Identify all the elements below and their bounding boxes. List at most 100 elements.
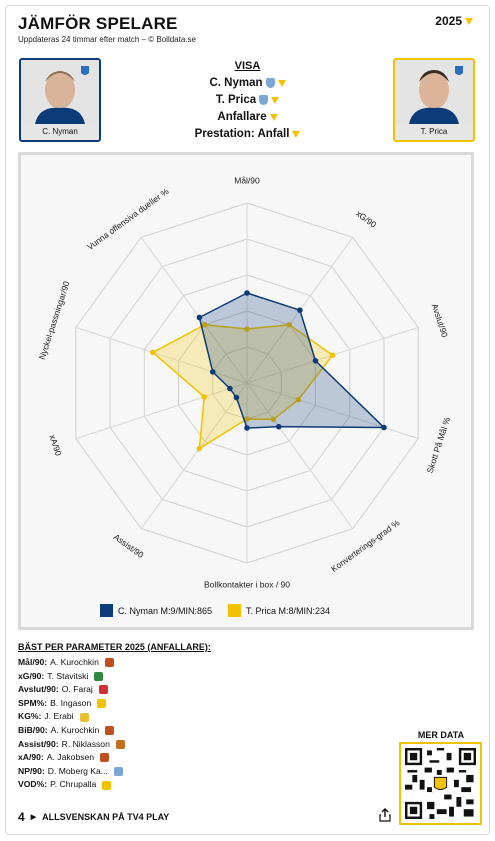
radar-point bbox=[244, 416, 250, 422]
radar-axis-label: Konverterings-grad % bbox=[329, 517, 402, 574]
radar-axis-label: Skott På Mål % bbox=[425, 416, 453, 475]
tv4-play-link[interactable]: 4 ▶ ALLSVENSKAN PÅ TV4 PLAY bbox=[18, 810, 169, 824]
radar-point bbox=[196, 314, 203, 321]
qr-code[interactable] bbox=[399, 742, 482, 825]
best-player-name: P. Chrupalla bbox=[50, 779, 97, 790]
radar-point bbox=[329, 352, 336, 358]
radar-axis-label: Nyckel-passningar/90 bbox=[37, 280, 72, 361]
prestation-selector[interactable]: Prestation: Anfall bbox=[100, 128, 395, 140]
club-badge-icon bbox=[94, 671, 104, 681]
best-param-label: KG%: bbox=[18, 711, 42, 722]
radar-spoke bbox=[246, 382, 419, 440]
radar-point bbox=[297, 307, 303, 313]
player2-label: T. Prica bbox=[215, 94, 257, 106]
page-title: JÄMFÖR SPELARE bbox=[18, 14, 178, 33]
radar-point bbox=[295, 396, 302, 403]
club-badge-icon bbox=[104, 658, 114, 668]
radar-point bbox=[201, 394, 208, 400]
radar-axis-label: Vunna offensiva dueller % bbox=[85, 186, 171, 252]
year-selector[interactable]: 2025 bbox=[435, 14, 473, 28]
club-badge-icon bbox=[100, 753, 110, 763]
radar-axis-label: Assist/90 bbox=[112, 532, 146, 561]
legend-swatch-left bbox=[100, 604, 113, 617]
club-shield-icon bbox=[265, 78, 275, 88]
best-param-label: xG/90: bbox=[18, 670, 45, 681]
club-badge-icon bbox=[97, 699, 107, 709]
radar-point bbox=[233, 394, 240, 401]
radar-point bbox=[286, 321, 293, 328]
player1-selector[interactable]: C. Nyman bbox=[100, 77, 395, 89]
best-row[interactable]: NP/90: D. Moberg Ka... bbox=[18, 765, 125, 779]
best-row[interactable]: Avslut/90: O. Faraj bbox=[18, 683, 125, 697]
radar-point bbox=[201, 321, 208, 328]
best-row[interactable]: BiB/90: A. Kurochkin bbox=[18, 724, 125, 738]
best-param-label: VOD%: bbox=[18, 779, 48, 790]
radar-point bbox=[196, 445, 203, 452]
best-param-label: NP/90: bbox=[18, 765, 45, 776]
qr-code-icon bbox=[405, 748, 476, 819]
club-badge-icon bbox=[102, 780, 112, 790]
best-player-name: R. Niklasson bbox=[61, 738, 110, 749]
page-subtitle: Uppdateras 24 timmar efter match – © Bol… bbox=[18, 35, 196, 44]
best-row[interactable]: Mål/90: A. Kurochkin bbox=[18, 656, 125, 670]
player-name-right: T. Prica bbox=[395, 124, 473, 140]
player-photo-right bbox=[395, 60, 473, 124]
legend-swatch-right bbox=[228, 604, 242, 617]
best-row[interactable]: xA/90: A. Jakobsen bbox=[18, 751, 125, 765]
chevron-down-icon bbox=[465, 17, 473, 25]
best-row[interactable]: Assist/90: R. Niklasson bbox=[18, 738, 125, 752]
player2-selector[interactable]: T. Prica bbox=[100, 94, 395, 106]
radar-spoke bbox=[246, 382, 354, 529]
club-badge-icon bbox=[98, 685, 108, 695]
club-shield-icon bbox=[259, 95, 269, 105]
radar-point bbox=[312, 357, 319, 364]
player-photo-left bbox=[21, 60, 99, 124]
radar-spoke bbox=[75, 326, 248, 384]
best-row[interactable]: VOD%: P. Chrupalla bbox=[18, 778, 125, 792]
radar-point bbox=[270, 416, 277, 423]
best-row[interactable]: xG/90: T. Stavitski bbox=[18, 670, 125, 684]
player-card-right[interactable]: T. Prica bbox=[393, 58, 475, 142]
best-row[interactable]: SPM%: B. Ingason bbox=[18, 697, 125, 711]
club-badge-icon bbox=[115, 739, 125, 749]
best-player-name: D. Moberg Ka... bbox=[47, 765, 108, 776]
radar-point bbox=[244, 326, 250, 332]
tv4-logo: 4 bbox=[18, 810, 25, 824]
radar-axis-label: xG/90 bbox=[354, 208, 378, 230]
best-param-label: Avslut/90: bbox=[18, 684, 59, 695]
radar-axis-label: Mål/90 bbox=[234, 175, 260, 185]
chart-legend: C. Nyman M:9/MIN:865 T. Prica M:8/MIN:23… bbox=[100, 604, 400, 617]
best-heading: BÄST PER PARAMETER 2025 (ANFALLARE): bbox=[18, 642, 211, 652]
radar-point bbox=[209, 369, 216, 375]
best-player-name: T. Stavitski bbox=[47, 670, 89, 681]
radar-spoke bbox=[140, 237, 248, 384]
play-arrow-icon: ▶ bbox=[30, 814, 37, 821]
radar-point bbox=[244, 290, 250, 296]
position-selector[interactable]: Anfallare bbox=[100, 111, 395, 123]
best-param-label: BiB/90: bbox=[18, 724, 48, 735]
best-param-label: Mål/90: bbox=[18, 657, 48, 667]
player1-label: C. Nyman bbox=[209, 77, 263, 89]
legend-label-left: C. Nyman M:9/MIN:865 bbox=[118, 605, 213, 616]
best-row[interactable]: KG%: J. Erabi bbox=[18, 710, 125, 724]
club-badge-icon bbox=[79, 712, 89, 722]
chevron-down-icon bbox=[292, 130, 301, 138]
legend-item-right: T. Prica M:8/MIN:234 bbox=[228, 604, 330, 617]
radar-point bbox=[275, 423, 282, 430]
best-player-name: A. Jakobsen bbox=[46, 752, 95, 763]
player-card-left[interactable]: C. Nyman bbox=[19, 58, 101, 142]
chevron-down-icon bbox=[269, 113, 278, 121]
mer-data-label: MER DATA bbox=[417, 730, 465, 740]
radar-point bbox=[244, 425, 250, 431]
position-label: Anfallare bbox=[217, 111, 267, 123]
radar-axis-label: Bollkontakter i box / 90 bbox=[204, 579, 290, 589]
radar-spoke bbox=[140, 382, 248, 529]
share-icon[interactable] bbox=[379, 808, 391, 822]
radar-axis-label: xA/90 bbox=[47, 433, 63, 457]
chevron-down-icon bbox=[277, 79, 286, 87]
radar-axis-label: Avslut/90 bbox=[430, 302, 450, 338]
radar-spoke bbox=[75, 382, 248, 440]
best-param-label: Assist/90: bbox=[18, 738, 59, 749]
year-label: 2025 bbox=[435, 14, 462, 28]
tv4-play-label: ALLSVENSKAN PÅ TV4 PLAY bbox=[42, 812, 170, 822]
